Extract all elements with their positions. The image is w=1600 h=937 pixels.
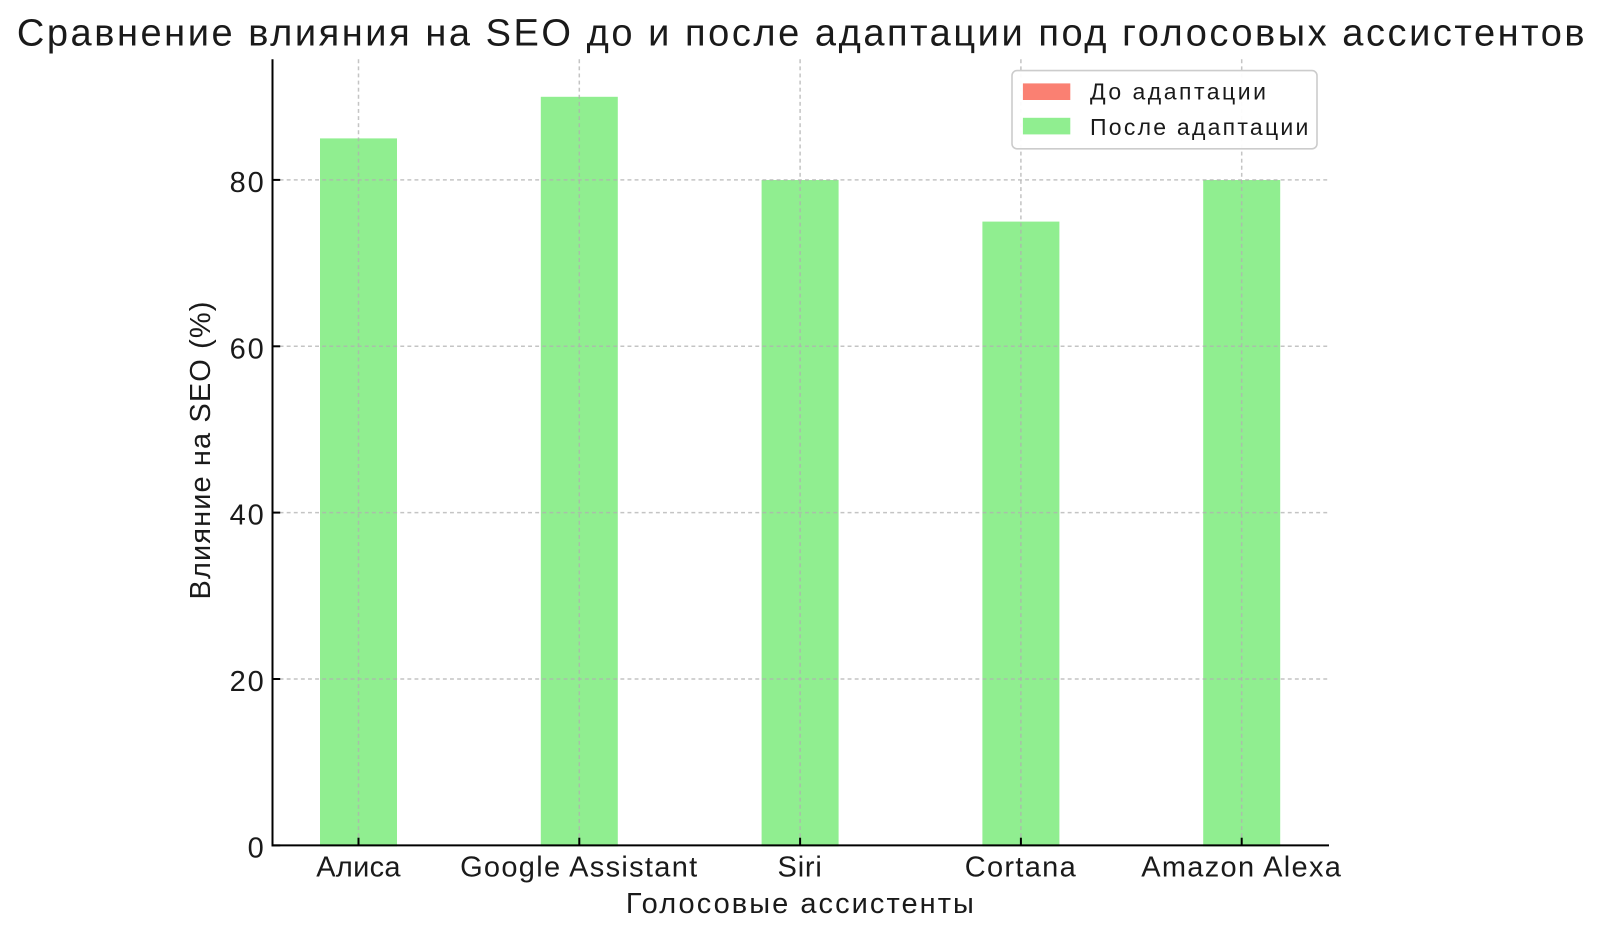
svg-text:Голосовые ассистенты: Голосовые ассистенты [626, 888, 976, 920]
svg-text:До адаптации: До адаптации [1090, 78, 1268, 104]
svg-text:80: 80 [230, 167, 266, 199]
svg-text:Google Assistant: Google Assistant [460, 852, 698, 884]
svg-text:Сравнение влияния на SEO до и: Сравнение влияния на SEO до и после адап… [17, 13, 1587, 55]
svg-text:20: 20 [230, 666, 266, 698]
svg-text:Amazon Alexa: Amazon Alexa [1141, 852, 1342, 884]
svg-text:Cortana: Cortana [965, 852, 1077, 884]
svg-text:После адаптации: После адаптации [1090, 114, 1311, 140]
svg-text:40: 40 [230, 500, 266, 532]
svg-text:Siri: Siri [778, 852, 823, 884]
svg-text:Влияние на SEO (%): Влияние на SEO (%) [185, 301, 217, 600]
svg-text:60: 60 [230, 333, 266, 365]
svg-text:Алиса: Алиса [316, 852, 401, 884]
svg-text:0: 0 [248, 832, 266, 864]
